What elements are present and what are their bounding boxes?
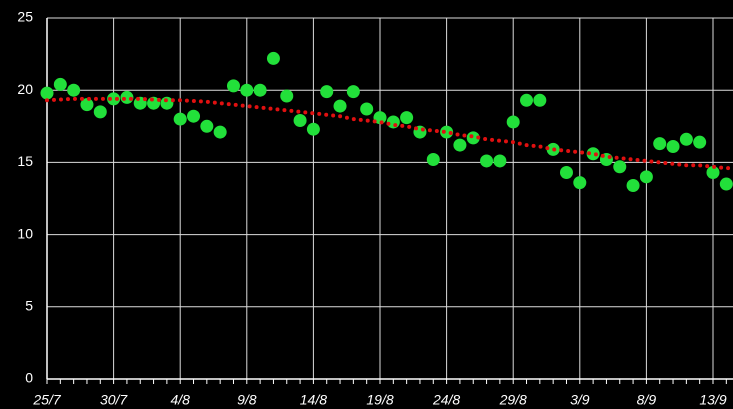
point [213,125,227,139]
point [160,96,174,110]
point [666,140,680,154]
point [53,77,67,91]
point [653,137,667,151]
point [40,86,54,100]
point [639,170,653,184]
x-tick-label: 4/8 [170,392,190,408]
point [200,119,214,133]
point [306,122,320,136]
point [706,166,720,180]
point [333,99,347,113]
y-tick-label: 0 [25,370,33,386]
y-tick-label: 5 [25,298,33,314]
point [80,98,94,112]
x-tick-label: 3/9 [570,392,590,408]
point [626,179,640,193]
point [466,131,480,145]
point [320,85,334,99]
point [719,177,733,191]
point [373,111,387,125]
point [453,138,467,152]
x-tick-label: 13/9 [699,392,726,408]
x-tick-label: 30/7 [100,392,128,408]
point [400,111,414,125]
point [480,154,494,168]
x-tick-label: 8/9 [637,392,657,408]
point [173,112,187,126]
x-tick-label: 9/8 [237,392,257,408]
point [573,176,587,190]
point [293,114,307,128]
point [559,166,573,180]
point [693,135,707,149]
point [426,153,440,167]
point [520,93,534,107]
point [93,105,107,119]
point [266,51,280,65]
point [586,147,600,161]
x-tick-label: 14/8 [300,392,327,408]
point [679,132,693,146]
y-tick-label: 15 [17,153,33,169]
point [506,115,520,129]
point [107,92,121,106]
trend-line [45,96,733,171]
y-tick-label: 20 [17,81,33,97]
point [240,83,254,97]
point [226,79,240,93]
point [360,102,374,116]
point [613,160,627,174]
point [493,154,507,168]
point [253,83,267,97]
x-tick-label: 24/8 [432,392,460,408]
x-tick-label: 25/7 [32,392,61,408]
point [533,93,547,107]
x-tick-label: 19/8 [366,392,393,408]
point [280,89,294,103]
y-tick-label: 25 [17,9,33,25]
y-tick-label: 10 [17,225,33,241]
x-tick-label: 29/8 [499,392,527,408]
point [187,109,201,123]
point [67,83,81,97]
point [440,125,454,139]
point [346,85,360,99]
